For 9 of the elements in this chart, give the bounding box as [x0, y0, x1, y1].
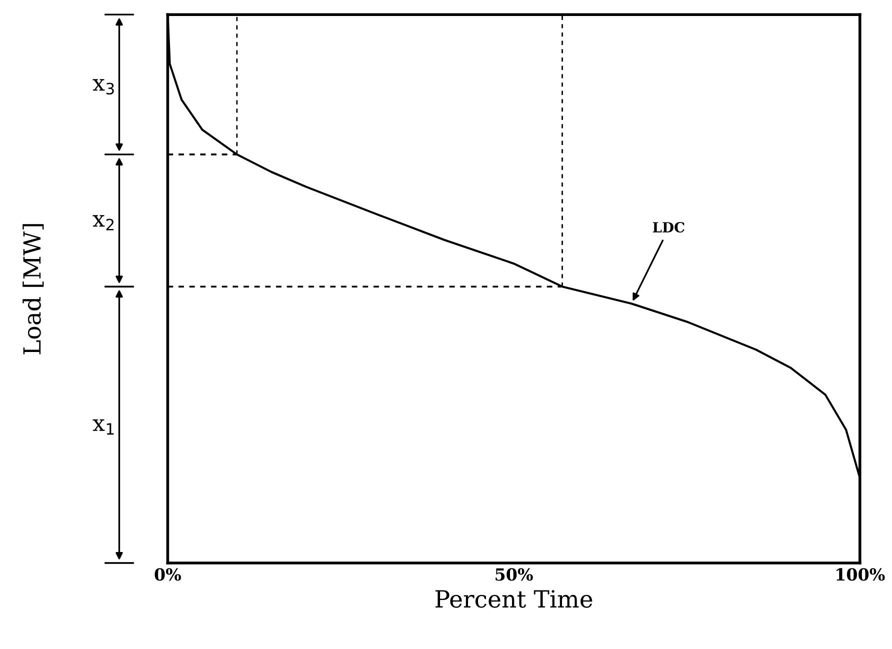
- annotation: LDC: [652, 222, 684, 233]
- text: x$_{3}$: [92, 79, 114, 94]
- x-tick-label: 100%: [836, 568, 885, 581]
- x-tick-label: 50%: [496, 568, 533, 581]
- text: x$_{1}$: [92, 419, 114, 435]
- x-axis-title: Percent Time: [436, 590, 592, 608]
- text: x$_{2}$: [92, 215, 114, 230]
- x-tick-label: 0%: [154, 568, 182, 581]
- y-axis-title: Load [MW]: [22, 224, 44, 354]
